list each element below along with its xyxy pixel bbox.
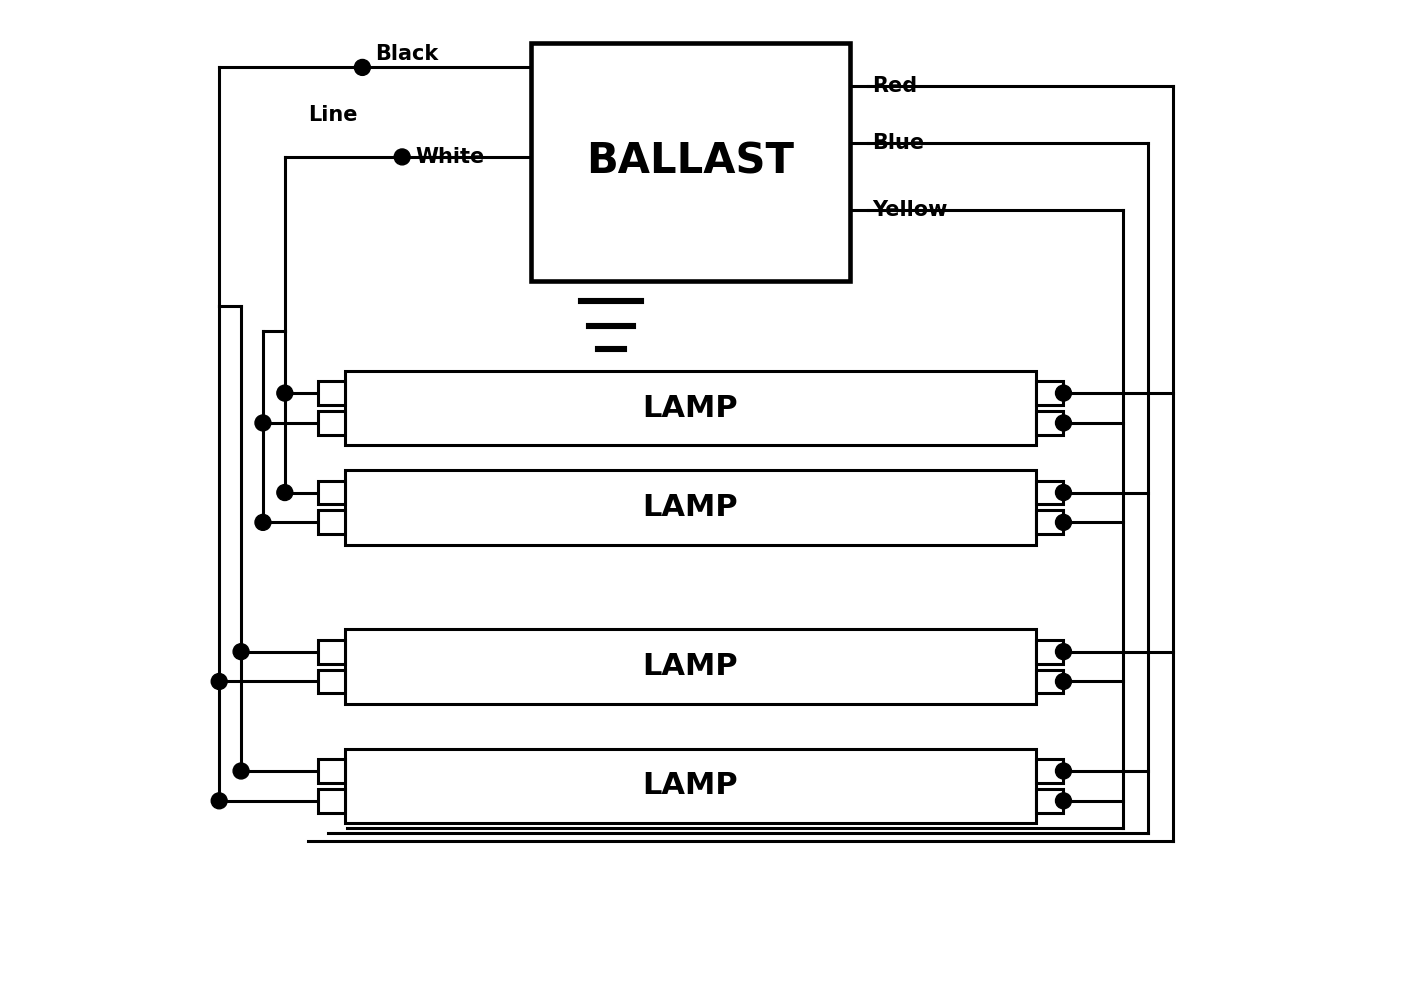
Circle shape <box>1055 674 1072 689</box>
Bar <box>318 759 346 783</box>
Text: Yellow: Yellow <box>873 200 948 220</box>
Bar <box>318 640 346 664</box>
Text: Red: Red <box>873 76 918 96</box>
Circle shape <box>212 674 227 689</box>
Circle shape <box>212 793 227 809</box>
Circle shape <box>255 415 270 431</box>
Bar <box>1035 381 1063 405</box>
Bar <box>318 670 346 693</box>
Bar <box>318 510 346 534</box>
Circle shape <box>1055 644 1072 660</box>
Bar <box>1035 411 1063 435</box>
Text: White: White <box>415 147 485 167</box>
Text: LAMP: LAMP <box>643 394 738 423</box>
Text: BALLAST: BALLAST <box>587 141 794 183</box>
Circle shape <box>1055 514 1072 530</box>
Circle shape <box>354 59 370 75</box>
Bar <box>318 381 346 405</box>
Text: Line: Line <box>308 105 357 125</box>
Circle shape <box>1055 793 1072 809</box>
Bar <box>1035 759 1063 783</box>
Circle shape <box>1055 385 1072 401</box>
Text: LAMP: LAMP <box>643 771 738 800</box>
Circle shape <box>394 149 410 165</box>
Bar <box>318 411 346 435</box>
Circle shape <box>277 485 293 500</box>
Text: Black: Black <box>375 44 439 64</box>
Bar <box>531 43 849 281</box>
Bar <box>346 629 1035 704</box>
Bar <box>1035 789 1063 813</box>
Circle shape <box>1055 485 1072 500</box>
Bar <box>318 789 346 813</box>
Text: Blue: Blue <box>873 133 925 153</box>
Circle shape <box>233 763 249 779</box>
Text: LAMP: LAMP <box>643 493 738 522</box>
Bar <box>1035 670 1063 693</box>
Bar <box>1035 481 1063 504</box>
Bar <box>1035 510 1063 534</box>
Circle shape <box>233 644 249 660</box>
Bar <box>318 481 346 504</box>
Bar <box>1035 640 1063 664</box>
Circle shape <box>1055 415 1072 431</box>
Bar <box>346 371 1035 445</box>
Bar <box>346 749 1035 823</box>
Circle shape <box>255 514 270 530</box>
Text: LAMP: LAMP <box>643 652 738 681</box>
Circle shape <box>1055 763 1072 779</box>
Bar <box>346 470 1035 545</box>
Circle shape <box>277 385 293 401</box>
